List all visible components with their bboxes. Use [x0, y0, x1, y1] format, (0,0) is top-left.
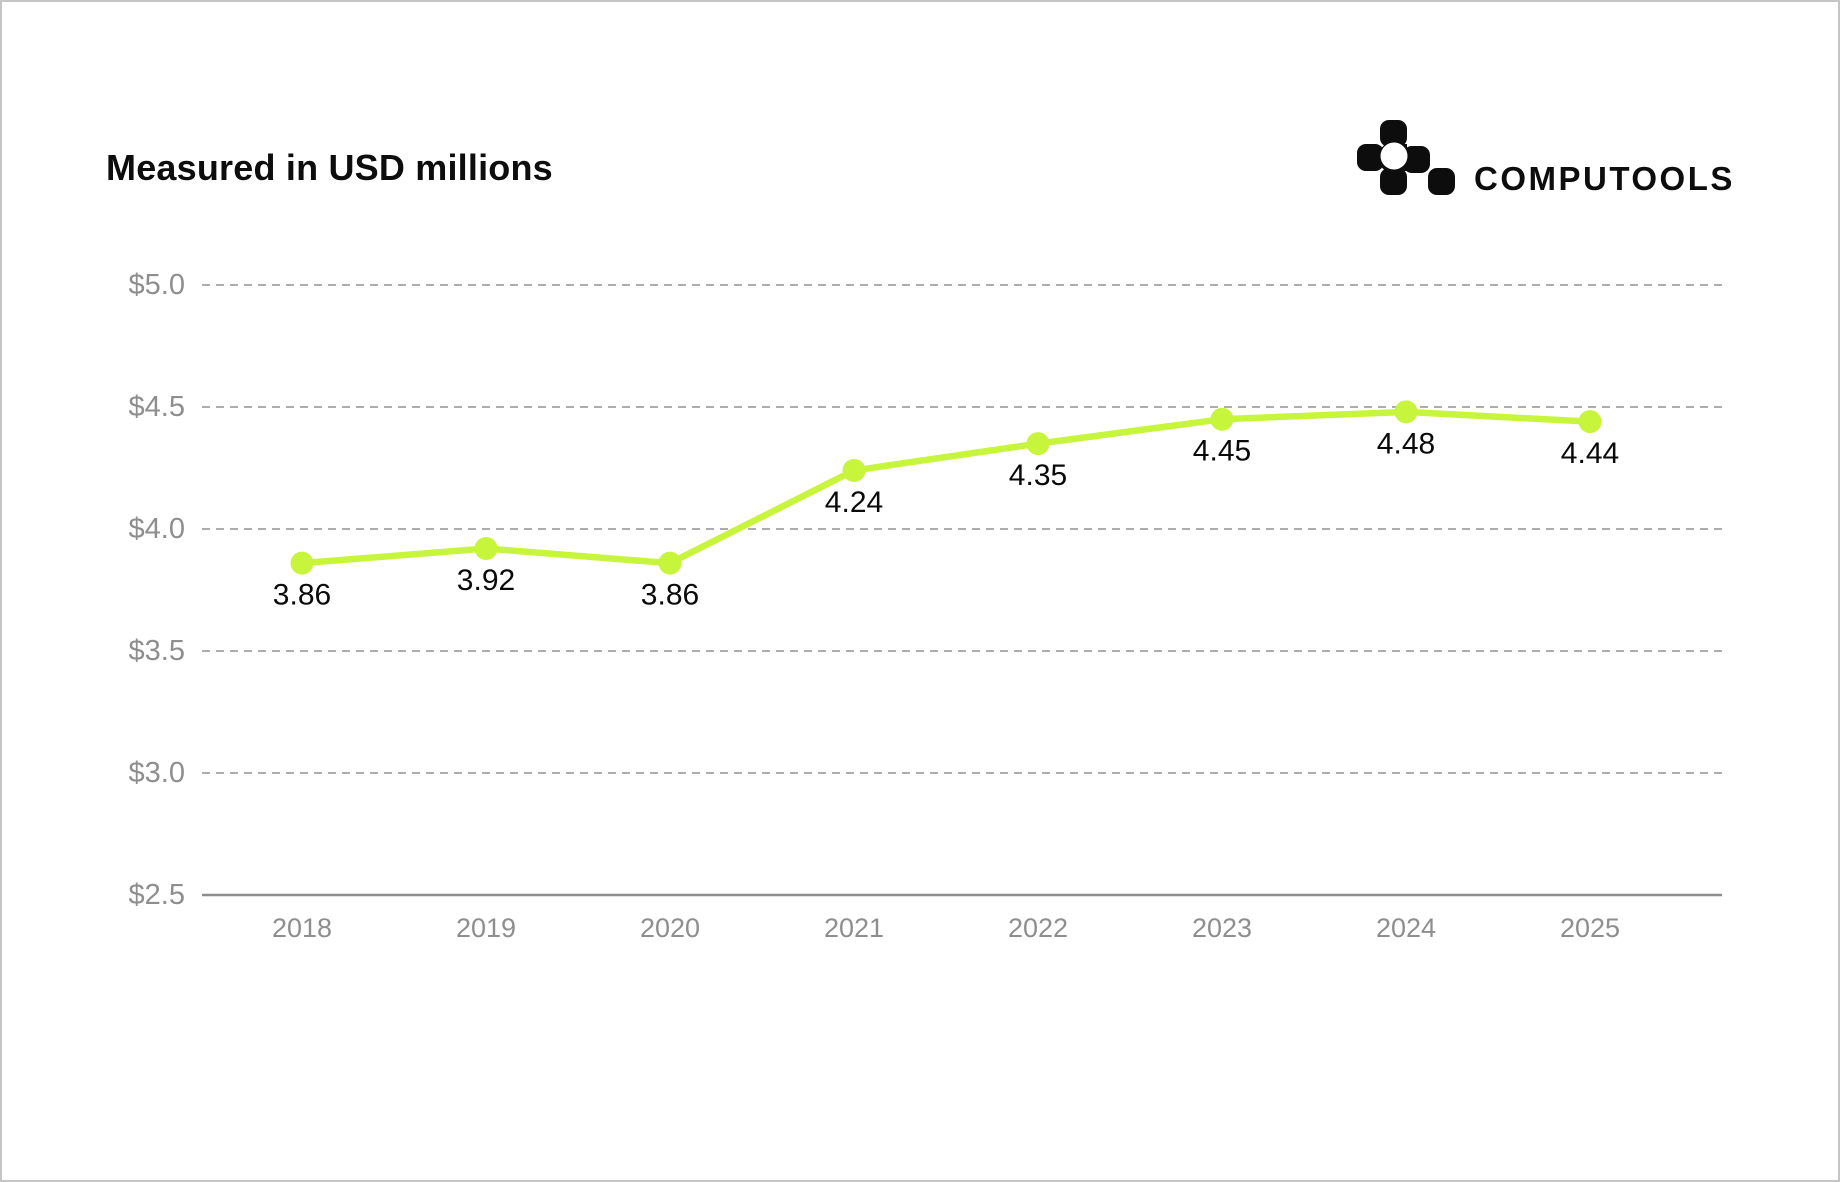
brand-name: COMPUTOOLS	[1474, 160, 1735, 197]
x-tick-label: 2023	[1192, 913, 1252, 943]
y-tick-label: $2.5	[129, 879, 185, 911]
data-point-label: 3.92	[457, 564, 515, 597]
computools-logo-icon	[1357, 120, 1455, 195]
data-point-marker	[658, 551, 682, 575]
x-tick-label: 2025	[1560, 913, 1620, 943]
y-tick-label: $4.5	[129, 391, 185, 423]
y-tick-label: $3.0	[129, 757, 185, 789]
data-point-label: 4.35	[1009, 459, 1067, 492]
y-tick-label: $4.0	[129, 513, 185, 545]
data-point-label: 3.86	[273, 579, 331, 612]
data-point-marker	[1578, 410, 1602, 434]
data-point-marker	[474, 537, 498, 561]
x-tick-label: 2024	[1376, 913, 1436, 943]
data-point-marker	[1394, 400, 1418, 424]
data-point-label: 4.24	[825, 486, 883, 519]
brand: COMPUTOOLS	[1355, 120, 1775, 196]
y-tick-label: $3.5	[129, 635, 185, 667]
line-series	[298, 408, 1594, 567]
data-point-label: 4.45	[1193, 435, 1251, 468]
data-point-label: 3.86	[641, 579, 699, 612]
data-point-marker	[1210, 407, 1234, 431]
data-point-label: 4.48	[1377, 427, 1435, 460]
x-tick-label: 2019	[456, 913, 516, 943]
x-tick-label: 2021	[824, 913, 884, 943]
x-tick-label: 2020	[640, 913, 700, 943]
data-point-label: 4.44	[1561, 437, 1619, 470]
data-point-marker	[1026, 432, 1050, 456]
data-point-marker	[290, 551, 314, 575]
y-tick-label: $5.0	[129, 269, 185, 301]
chart-title: Measured in USD millions	[106, 147, 553, 188]
x-tick-label: 2018	[272, 913, 332, 943]
x-tick-label: 2022	[1008, 913, 1068, 943]
data-point-marker	[842, 458, 866, 482]
